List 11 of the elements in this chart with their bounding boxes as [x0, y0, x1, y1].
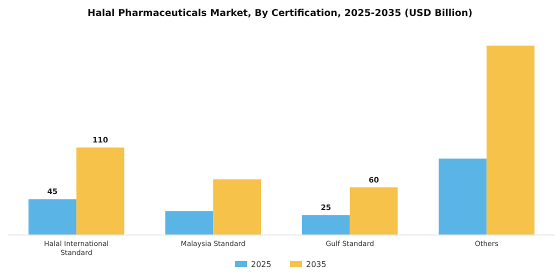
bar	[165, 211, 214, 235]
legend-label: 2025	[251, 260, 272, 269]
bar	[486, 46, 534, 235]
bar	[213, 179, 261, 235]
bar	[350, 187, 398, 235]
legend-label: 2035	[306, 260, 326, 269]
bar	[76, 148, 124, 235]
bar	[302, 215, 350, 235]
bar	[438, 158, 487, 235]
chart-title: Halal Pharmaceuticals Market, By Certification, 2025-2035 (USD Billion)	[88, 8, 472, 19]
bar	[28, 199, 76, 235]
